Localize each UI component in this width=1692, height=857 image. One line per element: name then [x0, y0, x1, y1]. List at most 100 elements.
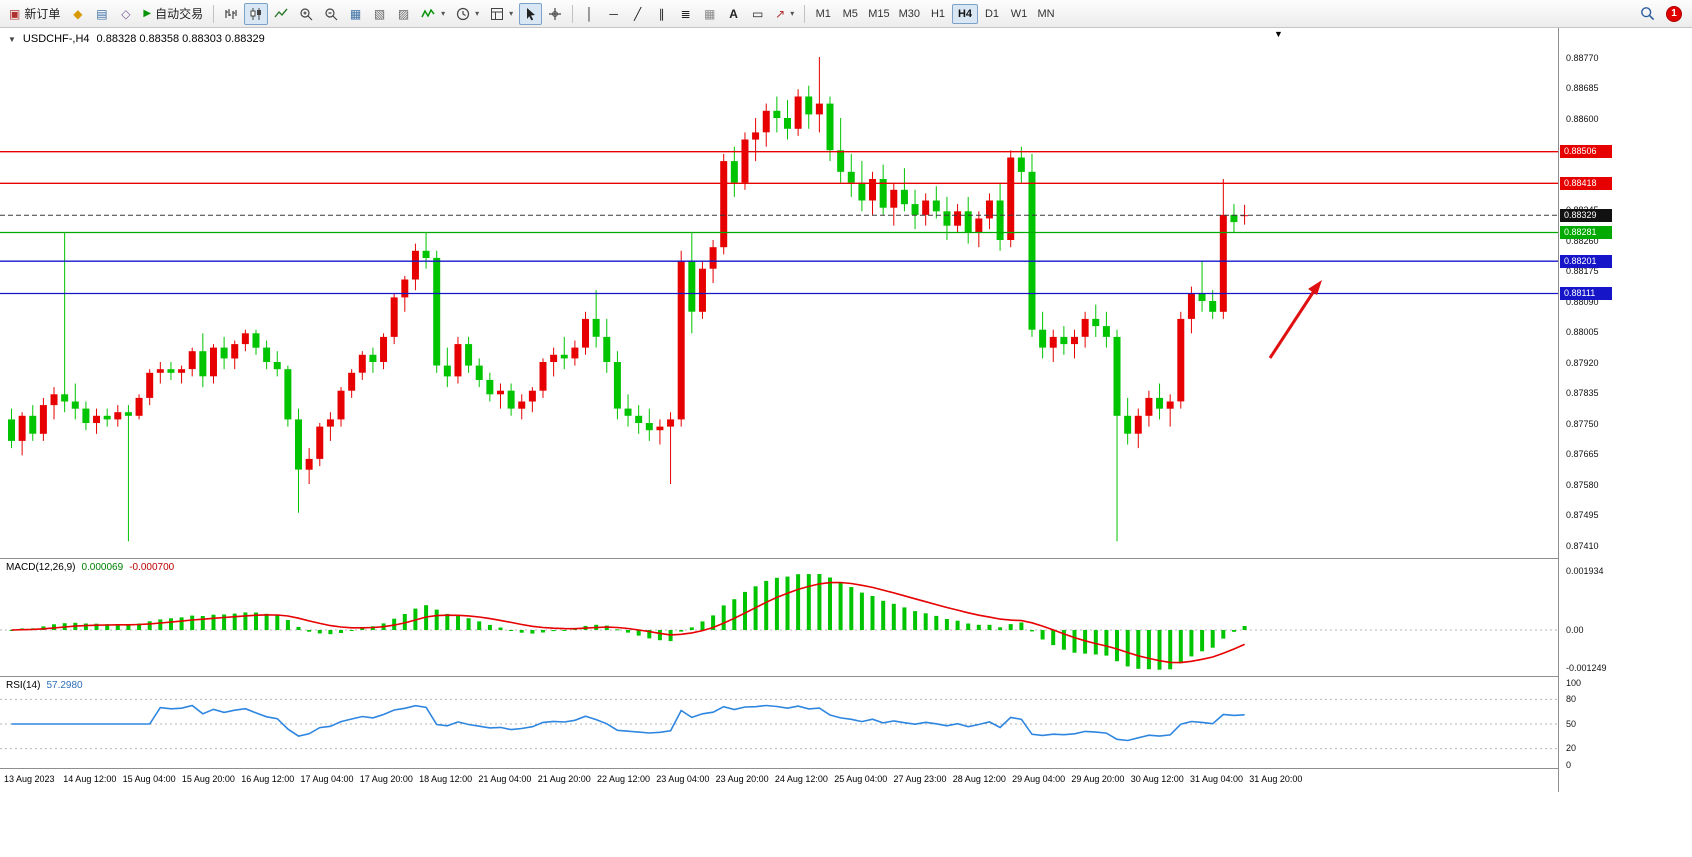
- channel-tool-button[interactable]: ∥: [650, 3, 673, 25]
- new-order-button[interactable]: ▣ 新订单: [4, 3, 65, 25]
- collapse-icon[interactable]: ▼: [8, 34, 16, 44]
- search-button[interactable]: [1635, 3, 1660, 25]
- indicators-button[interactable]: ▾: [416, 3, 450, 25]
- data-window-button[interactable]: ▤: [90, 3, 113, 25]
- channel-icon: ∥: [658, 6, 665, 21]
- vertical-line-tool-button[interactable]: │: [578, 3, 601, 25]
- rsi-scale-label: 80: [1566, 693, 1577, 704]
- grid-tool-button[interactable]: ▦: [698, 3, 721, 25]
- timeframe-button-M15[interactable]: M15: [864, 4, 893, 24]
- macd-scale-label: -0.001249: [1566, 662, 1607, 673]
- arrows-tool-button[interactable]: ↗ ▾: [770, 3, 799, 25]
- candlestick-chart-button[interactable]: [244, 2, 269, 25]
- rsi-label: RSI(14) 57.2980: [6, 680, 83, 691]
- text-label-tool-button[interactable]: ▭: [746, 3, 769, 25]
- navigator-button[interactable]: ◇: [114, 3, 137, 25]
- new-chart-icon: ▧: [373, 6, 386, 21]
- timeframe-group: M1 M5 M15 M30 H1 H4 D1 W1 MN: [810, 3, 1059, 24]
- timeframe-button-D1[interactable]: D1: [979, 4, 1005, 24]
- candlestick-chart-icon: [250, 7, 262, 20]
- indicators-icon: [421, 8, 435, 18]
- profiles-button[interactable]: ▨: [392, 3, 415, 25]
- rsi-value: 57.2980: [46, 680, 83, 691]
- horizontal-line-tool-button[interactable]: ─: [602, 3, 625, 25]
- play-icon: ▶: [143, 7, 152, 19]
- notification-badge[interactable]: 1: [1666, 5, 1682, 22]
- trendline-tool-button[interactable]: ╱: [626, 3, 649, 25]
- templates-button[interactable]: ▾: [485, 3, 518, 25]
- timeframe-button-H1[interactable]: H1: [925, 4, 951, 24]
- timeframe-button-MN[interactable]: MN: [1033, 4, 1059, 24]
- periods-button[interactable]: ▾: [451, 3, 484, 25]
- price-scale[interactable]: 0.887700.886850.886000.883450.882600.881…: [1558, 28, 1692, 792]
- tile-windows-button[interactable]: ▦: [344, 3, 367, 25]
- time-axis-label: 15 Aug 04:00: [122, 774, 176, 784]
- current-price-badge: 0.88329: [1560, 208, 1612, 222]
- time-axis-label: 30 Aug 12:00: [1130, 774, 1184, 784]
- time-axis-label: 27 Aug 23:00: [893, 774, 947, 784]
- time-axis-label: 23 Aug 20:00: [715, 774, 769, 784]
- zoom-in-button[interactable]: [294, 3, 318, 25]
- auto-trading-button[interactable]: ▶ 自动交易: [138, 3, 208, 25]
- line-chart-button[interactable]: [269, 3, 293, 25]
- market-watch-button[interactable]: ◆: [66, 3, 89, 25]
- rsi-chart[interactable]: [0, 677, 1558, 768]
- line-chart-icon: [274, 8, 288, 17]
- crosshair-icon: [549, 7, 562, 20]
- time-axis-label: 25 Aug 04:00: [834, 774, 888, 784]
- price-axis-label: 0.88090: [1566, 296, 1599, 307]
- chart-symbol-period: USDCHF-,H4: [22, 33, 90, 45]
- timeframe-button-M30[interactable]: M30: [895, 4, 924, 24]
- timeframe-button-M1[interactable]: M1: [810, 4, 836, 24]
- profiles-icon: ▨: [397, 6, 410, 21]
- crosshair-button[interactable]: [543, 3, 567, 25]
- macd-scale-label: 0.00: [1566, 624, 1584, 635]
- price-axis-label: 0.87580: [1566, 479, 1599, 490]
- new-order-label: 新订单: [24, 7, 61, 21]
- time-axis-label: 23 Aug 04:00: [656, 774, 710, 784]
- arrows-icon: ↗: [775, 6, 786, 21]
- price-axis-label: 0.88260: [1566, 235, 1599, 246]
- navigator-icon: ◇: [121, 6, 131, 21]
- rsi-scale-label: 100: [1566, 677, 1582, 688]
- dropdown-icon: ▾: [790, 9, 795, 18]
- bar-chart-button[interactable]: [219, 3, 243, 25]
- fibonacci-icon: ≣: [680, 6, 691, 21]
- time-axis-label: 31 Aug 20:00: [1249, 774, 1303, 784]
- dropdown-icon: ▾: [509, 9, 514, 18]
- grid-icon: ▦: [703, 6, 716, 21]
- price-chart-pane[interactable]: ▼ USDCHF-,H4 0.88328 0.88358 0.88303 0.8…: [0, 28, 1558, 558]
- candlestick-chart[interactable]: [0, 28, 1558, 558]
- macd-pane[interactable]: MACD(12,26,9) 0.000069 -0.000700: [0, 558, 1558, 676]
- time-axis-label: 14 Aug 12:00: [63, 774, 117, 784]
- rsi-scale-label: 50: [1566, 718, 1577, 729]
- fibonacci-tool-button[interactable]: ≣: [674, 3, 697, 25]
- rsi-scale-label: 20: [1566, 743, 1577, 754]
- auto-trading-label: 自动交易: [155, 7, 204, 21]
- time-axis-label: 29 Aug 04:00: [1012, 774, 1066, 784]
- price-axis-label: 0.87835: [1566, 388, 1599, 398]
- text-tool-button[interactable]: A: [722, 3, 745, 25]
- timeframe-button-H4[interactable]: H4: [952, 3, 979, 24]
- price-axis-label: 0.88770: [1566, 52, 1599, 63]
- toolbar-separator: [572, 4, 574, 23]
- level-price-badge: 0.88111: [1560, 286, 1612, 300]
- macd-chart[interactable]: [0, 559, 1558, 676]
- zoom-out-button[interactable]: [319, 3, 343, 25]
- timeframe-button-W1[interactable]: W1: [1006, 4, 1032, 24]
- price-axis-label: 0.88175: [1566, 266, 1599, 276]
- chart-shift-marker[interactable]: ▼: [1274, 29, 1283, 39]
- rsi-pane[interactable]: RSI(14) 57.2980: [0, 676, 1558, 768]
- timeframe-button-M5[interactable]: M5: [837, 4, 863, 24]
- time-axis-label: 31 Aug 04:00: [1190, 774, 1244, 784]
- price-axis-label: 0.87495: [1566, 510, 1599, 520]
- toolbar: ▣ 新订单 ◆ ▤ ◇ ▶ 自动交易 ▦ ▧ ▨ ▾ ▾ ▾ │: [0, 0, 1692, 28]
- time-axis-label: 18 Aug 12:00: [419, 774, 473, 784]
- dropdown-icon: ▾: [441, 9, 446, 18]
- price-axis-label: 0.87665: [1566, 449, 1599, 459]
- new-chart-button[interactable]: ▧: [368, 3, 391, 25]
- time-axis[interactable]: 13 Aug 2023 14 Aug 12:00 15 Aug 04:00 15 Au…: [0, 768, 1558, 792]
- time-axis-label: 16 Aug 12:00: [241, 774, 295, 784]
- cursor-button[interactable]: [519, 2, 543, 25]
